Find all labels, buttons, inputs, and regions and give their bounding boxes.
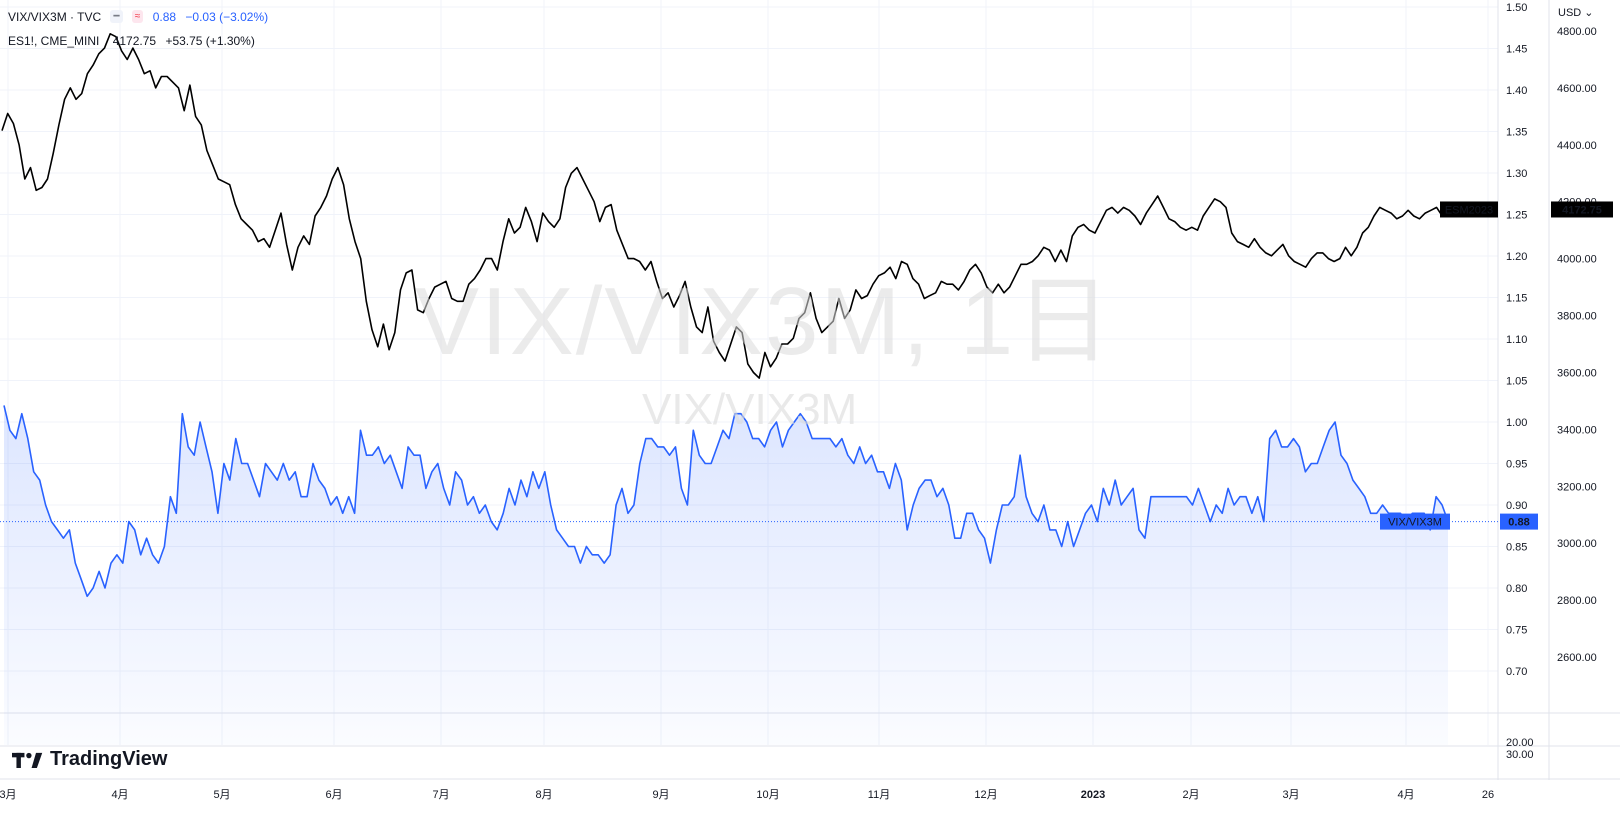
es-tick-label: 4400.00 <box>1557 140 1597 152</box>
es-tick-label: 3200.00 <box>1557 481 1597 493</box>
ratio-tick-label: 1.05 <box>1506 376 1527 388</box>
legend-main: VIX/VIX3M · TVC ━ ≈ 0.88 −0.03 (−3.02%) <box>8 9 268 24</box>
ratio-price-tag-text: 0.88 <box>1508 517 1529 529</box>
es-tick-label: 2600.00 <box>1557 652 1597 664</box>
wave-icon[interactable]: ≈ <box>131 10 144 24</box>
time-tick-label: 3月 <box>1282 789 1299 801</box>
tradingview-logo[interactable]: TradingView <box>12 748 167 771</box>
watermark-sub: VIX/VIX3M <box>642 385 858 434</box>
es-tick-label: 4800.00 <box>1557 26 1597 38</box>
es-tick-label: 4600.00 <box>1557 83 1597 95</box>
time-tick-label: 7月 <box>432 789 449 801</box>
es-symbol[interactable]: ES1!, CME_MINI <box>8 33 100 48</box>
ratio-tick-label: 0.90 <box>1506 500 1527 512</box>
ratio-tick-label: 0.95 <box>1506 459 1527 471</box>
ratio-tick-label: 1.20 <box>1506 251 1527 263</box>
time-tick-label: 10月 <box>756 789 779 801</box>
time-tick-label: 5月 <box>213 789 230 801</box>
es-price-tag <box>1551 201 1613 218</box>
ratio-tick-label: 1.25 <box>1506 210 1527 222</box>
es-tick-label: 3600.00 <box>1557 367 1597 379</box>
ratio-tick-label: 1.50 <box>1506 2 1527 14</box>
ratio-series-line <box>3 405 1449 598</box>
time-tick-label: 2023 <box>1081 789 1105 801</box>
legend-es: ES1!, CME_MINI 4172.75 +53.75 (+1.30%) <box>8 33 255 48</box>
ratio-name-tag-text: VIX/VIX3M <box>1388 517 1442 529</box>
es-tick-label: 3400.00 <box>1557 424 1597 436</box>
ratio-tick-label: 0.70 <box>1506 666 1527 678</box>
change-value: −0.03 (−3.02%) <box>185 9 269 24</box>
es-last: 4172.75 <box>112 33 157 48</box>
ratio-tick-label: 0.80 <box>1506 583 1527 595</box>
ratio-tick-label: 0.85 <box>1506 542 1527 554</box>
time-tick-label: 8月 <box>535 789 552 801</box>
es-change: +53.75 (+1.30%) <box>165 33 255 48</box>
symbol-title[interactable]: VIX/VIX3M · TVC <box>8 9 102 24</box>
ratio-tick-label: 1.35 <box>1506 127 1527 139</box>
time-tick-label: 26 <box>1482 789 1494 801</box>
ratio-tick-label: 1.10 <box>1506 334 1527 346</box>
tradingview-logo-icon <box>12 752 43 768</box>
es-price-tag-text: 4172.75 <box>1562 204 1602 216</box>
time-tick-label: 6月 <box>325 789 342 801</box>
time-tick-label: 4月 <box>1397 789 1414 801</box>
brand-name: TradingView <box>50 748 168 770</box>
time-tick-label: 12月 <box>974 789 997 801</box>
es-tick-label: 3800.00 <box>1557 311 1597 323</box>
ratio-tick-label: 1.00 <box>1506 417 1527 429</box>
es-name-tag <box>1440 201 1498 218</box>
lower-pane-tick: 20.00 <box>1506 737 1534 749</box>
ratio-tick-label: 1.15 <box>1506 293 1527 305</box>
es-tick-label: 4000.00 <box>1557 254 1597 266</box>
ratio-name-tag <box>1380 513 1450 530</box>
toggle-icon[interactable]: ━ <box>110 10 123 24</box>
ratio-tick-label: 1.40 <box>1506 85 1527 97</box>
lower-pane-tick: 30.00 <box>1506 749 1534 761</box>
time-tick-label: 9月 <box>652 789 669 801</box>
time-tick-label: 11月 <box>868 789 890 801</box>
es-tick-label: 3000.00 <box>1557 538 1597 550</box>
ratio-price-tag <box>1500 513 1538 530</box>
time-tick-label: 3月 <box>0 789 17 801</box>
ratio-tick-label: 1.45 <box>1506 44 1527 56</box>
last-value: 0.88 <box>152 9 177 24</box>
watermark-main: VIX/VIX3M, 1日 <box>415 268 1114 375</box>
es-series-line <box>1 33 1449 379</box>
ratio-tick-label: 0.75 <box>1506 625 1527 637</box>
ratio-tick-label: 1.30 <box>1506 168 1527 180</box>
ratio-area-fill <box>4 405 1448 745</box>
time-tick-label: 2月 <box>1182 789 1199 801</box>
currency-dropdown[interactable]: USD ⌄ <box>1558 7 1594 19</box>
es-name-tag-text: ESM2023 <box>1445 204 1493 216</box>
es-tick-label: 2800.00 <box>1557 595 1597 607</box>
time-tick-label: 4月 <box>111 789 128 801</box>
